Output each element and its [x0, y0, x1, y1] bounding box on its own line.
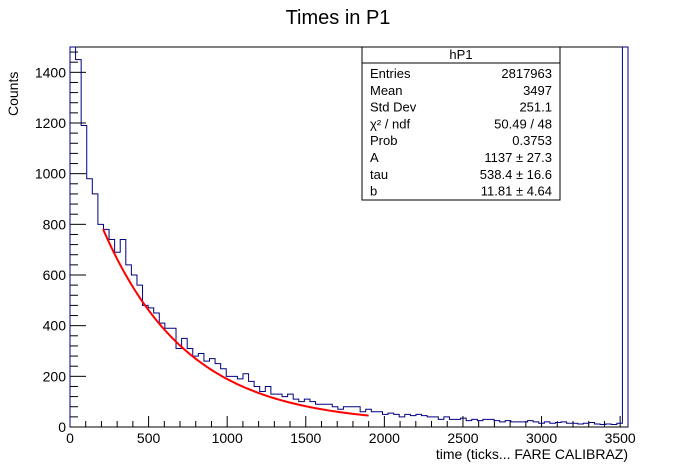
x-tick-label: 2500: [447, 430, 478, 446]
x-tick-label: 3500: [605, 430, 636, 446]
stats-row-value: 1137 ± 27.3: [484, 150, 552, 165]
stats-row-label: A: [370, 150, 379, 165]
x-axis-ticks: 0 500 1000 1500 2000 2500 3000 3500: [66, 416, 636, 446]
stats-row-label: Prob: [370, 133, 397, 148]
stats-row-value: 50.49 / 48: [494, 116, 552, 131]
stats-row-value: 3497: [523, 83, 552, 98]
x-tick-label: 500: [137, 430, 161, 446]
stats-row-value: 538.4 ± 16.6: [480, 167, 552, 182]
y-tick-label: 1400: [35, 64, 66, 80]
stats-row-value: 2817963: [501, 66, 552, 81]
y-tick-label: 200: [43, 368, 67, 384]
chart-title: Times in P1: [286, 7, 391, 29]
stats-row-value: 0.3753: [512, 133, 552, 148]
stats-box-title: hP1: [449, 47, 472, 62]
y-axis-label: Counts: [5, 72, 21, 116]
y-axis-ticks: 0 200 400 600 800 1000 1200 1400: [35, 51, 86, 435]
y-tick-label: 600: [43, 267, 67, 283]
stats-row-label: b: [370, 184, 377, 199]
stats-row-label: Entries: [370, 66, 411, 81]
fit-curve-series: [102, 228, 369, 417]
stats-row-value: 11.81 ± 4.64: [481, 184, 552, 199]
stats-box-rows: Entries 2817963 Mean 3497 Std Dev 251.1 χ² / n…: [370, 66, 552, 199]
y-tick-label: 1000: [35, 166, 66, 182]
stats-row-label: tau: [370, 167, 388, 182]
x-tick-label: 2000: [369, 430, 400, 446]
y-tick-label: 0: [58, 419, 66, 435]
histogram-outline: [69, 46, 629, 427]
histogram-series: [69, 46, 629, 427]
stats-box: hP1 Entries 2817963 Mean 3497 Std Dev 251.1 χ²…: [361, 46, 561, 201]
y-tick-label: 1200: [35, 115, 66, 131]
stats-row-label: χ² / ndf: [370, 116, 410, 131]
stats-row-value: 251.1: [519, 100, 552, 115]
x-tick-label: 0: [66, 430, 74, 446]
stats-row-label: Mean: [370, 83, 403, 98]
y-tick-label: 400: [43, 318, 67, 334]
x-tick-label: 1000: [212, 430, 243, 446]
x-tick-label: 1500: [290, 430, 321, 446]
stats-box-frame: [361, 46, 561, 201]
x-tick-label: 3000: [526, 430, 557, 446]
x-axis-label: time (ticks... FARE CALIBRAZ): [436, 446, 628, 462]
stats-row-label: Std Dev: [370, 100, 417, 115]
fit-curve: [102, 228, 369, 417]
y-tick-label: 800: [43, 216, 67, 232]
